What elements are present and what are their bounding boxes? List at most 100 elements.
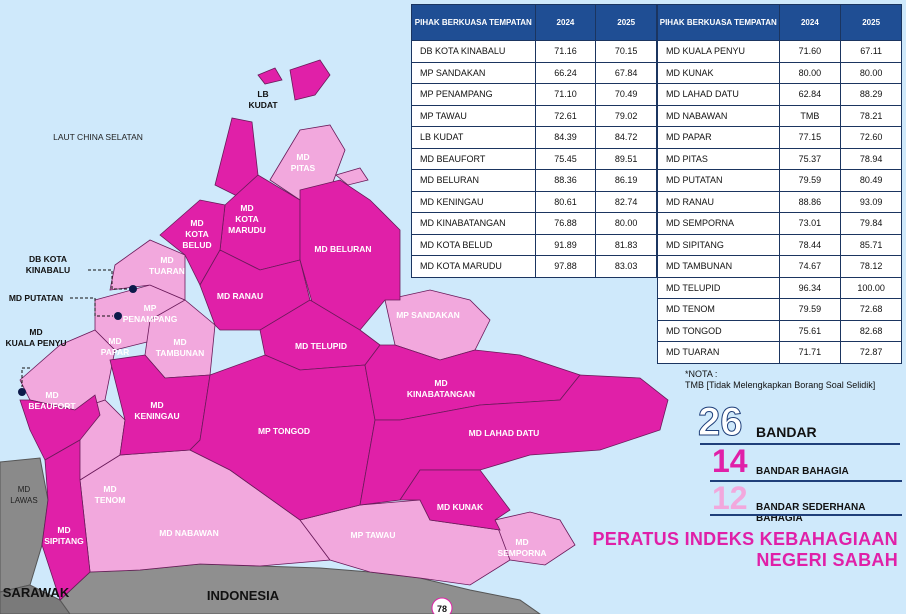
pitas-label-1: MD — [296, 152, 309, 162]
kota-marudu-label-2: KOTA — [235, 214, 258, 224]
authority-name: MD KINABATANGAN — [411, 212, 536, 235]
beluran-label: MD BELURAN — [314, 244, 371, 254]
authority-name: MD TUARAN — [657, 341, 780, 364]
district-kunak — [399, 469, 511, 531]
value-2024: 66.24 — [534, 61, 597, 84]
kudat-label-2: KUDAT — [248, 100, 278, 110]
value-2025: 84.72 — [595, 126, 657, 149]
value-2025: 78.94 — [840, 147, 902, 170]
value-2024: 75.45 — [534, 147, 597, 170]
kuala-penyu-label-1: MD — [29, 327, 42, 337]
kota-belud-label-1: MD — [190, 218, 203, 228]
value-2025: 80.00 — [595, 212, 657, 235]
authority-name: MD BELURAN — [411, 169, 536, 192]
value-2025: 81.83 — [595, 233, 657, 256]
value-2025: 93.09 — [840, 190, 902, 213]
table-right-header: PIHAK BERKUASA TEMPATAN 2024 2025 — [657, 4, 902, 41]
penampang-label-2: PENAMPANG — [123, 314, 178, 324]
table-row: LB KUDAT 84.39 84.72 — [411, 126, 657, 149]
col-header-2024: 2024 — [534, 4, 597, 41]
value-2024: 84.39 — [534, 126, 597, 149]
authority-name: MD PUTATAN — [657, 169, 780, 192]
authority-name: MD KUALA PENYU — [657, 40, 780, 63]
table-row: MD TELUPID 96.34 100.00 — [657, 276, 902, 299]
kunak-label: MD KUNAK — [437, 502, 484, 512]
value-2024: 75.61 — [778, 319, 842, 342]
kota-marudu-label-3: MARUDU — [228, 225, 266, 235]
kota-kinabalu-label-2: KINABALU — [26, 265, 70, 275]
value-2024: 72.61 — [534, 104, 597, 127]
value-2024: 71.10 — [534, 83, 597, 106]
value-2025: 83.03 — [595, 255, 657, 278]
nabawan-label: MD NABAWAN — [159, 528, 219, 538]
value-2024: 80.61 — [534, 190, 597, 213]
authority-name: MD RANAU — [657, 190, 780, 213]
authority-name: MD KOTA MARUDU — [411, 255, 536, 278]
kota-marudu-label-1: MD — [240, 203, 253, 213]
value-2025: 100.00 — [840, 276, 902, 299]
table-row: MD PUTATAN 79.59 80.49 — [657, 169, 902, 192]
table-row: MD SIPITANG 78.44 85.71 — [657, 233, 902, 256]
table-row: DB KOTA KINABALU 71.16 70.15 — [411, 40, 657, 63]
table-row: MD PAPAR 77.15 72.60 — [657, 126, 902, 149]
bahagia-label: BANDAR BAHAGIA — [756, 466, 849, 477]
authority-name: MD LAHAD DATU — [657, 83, 780, 106]
table-row: MD TONGOD 75.61 82.68 — [657, 319, 902, 342]
tuaran-label-2: TUARAN — [149, 266, 185, 276]
tuaran-label-1: MD — [160, 255, 173, 265]
authority-name: MD TONGOD — [657, 319, 780, 342]
value-2024: 79.59 — [778, 298, 842, 321]
kinabatangan-label-2: KINABATANGAN — [407, 389, 475, 399]
leader-putatan — [70, 297, 113, 317]
value-2025: 70.49 — [595, 83, 657, 106]
note-label: *NOTA : — [685, 369, 718, 379]
value-2024: 80.00 — [778, 61, 842, 84]
table-row: MD KINABATANGAN 76.88 80.00 — [411, 212, 657, 235]
total-underline — [700, 443, 900, 445]
kota-belud-label-3: BELUD — [182, 240, 211, 250]
value-2024: 91.89 — [534, 233, 597, 256]
value-2025: 70.15 — [595, 40, 657, 63]
authority-name: MD PITAS — [657, 147, 780, 170]
beaufort-label-1: MD — [45, 390, 58, 400]
value-2024: 97.88 — [534, 255, 597, 278]
marker-kota-kinabalu — [129, 285, 137, 293]
col-header-2024: 2024 — [778, 4, 842, 41]
authority-name: MD SEMPORNA — [657, 212, 780, 235]
value-2024: 78.44 — [778, 233, 842, 256]
table-row: MD PITAS 75.37 78.94 — [657, 147, 902, 170]
table-row: MD NABAWAN TMB 78.21 — [657, 104, 902, 127]
table-row: MD TUARAN 71.71 72.87 — [657, 341, 902, 364]
island-banggi — [289, 59, 331, 101]
value-2024: 75.37 — [778, 147, 842, 170]
value-2024: 71.60 — [778, 40, 842, 63]
value-2025: 72.87 — [840, 341, 902, 364]
col-header-2025: 2025 — [595, 4, 657, 41]
value-2024: 74.67 — [778, 255, 842, 278]
col-header-authority: PIHAK BERKUASA TEMPATAN — [411, 4, 536, 41]
sederhana-count: 12 — [712, 480, 748, 516]
value-2025: 89.51 — [595, 147, 657, 170]
marker-putatan — [114, 312, 122, 320]
value-2025: 78.21 — [840, 104, 902, 127]
putatan-label: MD PUTATAN — [9, 293, 63, 303]
total-label: BANDAR — [756, 424, 817, 440]
island-small-1 — [257, 67, 283, 85]
sipitang-label-1: MD — [57, 525, 70, 535]
papar-label-1: MD — [108, 336, 121, 346]
papar-label-2: PAPAR — [101, 347, 130, 357]
table-left: PIHAK BERKUASA TEMPATAN 2024 2025 DB KOT… — [411, 4, 657, 278]
title-line-1: PERATUS INDEKS KEBAHAGIAAN — [592, 529, 898, 549]
island-small-2 — [335, 167, 369, 186]
value-2025: 79.02 — [595, 104, 657, 127]
total-count: 26 — [698, 400, 743, 444]
value-2024: 77.15 — [778, 126, 842, 149]
authority-name: MD TENOM — [657, 298, 780, 321]
semporna-label-1: MD — [515, 537, 528, 547]
value-2025: 78.12 — [840, 255, 902, 278]
kota-kinabalu-label-1: DB KOTA — [29, 254, 67, 264]
value-2025: 82.74 — [595, 190, 657, 213]
authority-name: MD BEAUFORT — [411, 147, 536, 170]
page-number: 78 — [437, 604, 447, 614]
table-row: MD KOTA MARUDU 97.88 83.03 — [411, 255, 657, 278]
